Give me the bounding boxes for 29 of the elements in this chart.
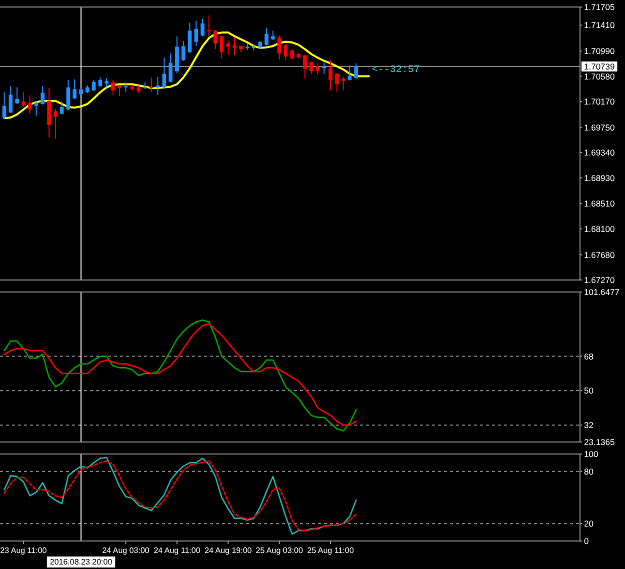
x-tick-label: 24 Aug 11:00 — [154, 546, 201, 555]
y-tick-label: 80 — [584, 466, 594, 476]
y-tick-label: 1.67270 — [584, 275, 615, 285]
y-tick-label: 1.69750 — [584, 122, 615, 132]
x-tick-label: 24 Aug 19:00 — [204, 546, 252, 555]
y-tick-label: 0 — [584, 536, 589, 546]
y-tick-label: 23.1365 — [584, 437, 615, 447]
y-tick-label: 1.71705 — [584, 2, 615, 12]
y-tick-label: 1.68510 — [584, 198, 615, 209]
x-tick-label: 24 Aug 03:00 — [102, 546, 150, 555]
y-tick-label: 1.70170 — [584, 96, 615, 106]
x-tick-label: 25 Aug 11:00 — [307, 546, 354, 555]
x-tick-label: 23 Aug 11:00 — [0, 546, 48, 555]
y-tick-label: 68 — [584, 351, 594, 362]
y-tick-label: 50 — [584, 386, 594, 396]
y-tick-label: 1.70990 — [584, 46, 615, 56]
y-tick-label: 101.6477 — [584, 287, 620, 297]
x-tick-label: 25 Aug 03:00 — [256, 546, 304, 555]
annotation: <--32:57 — [372, 65, 420, 76]
y-tick-label: 1.68930 — [584, 172, 615, 183]
y-tick-label: 1.71410 — [584, 20, 615, 30]
y-tick-label: 1.69340 — [584, 148, 615, 158]
y-tick-label: 1.67680 — [584, 250, 615, 260]
y-tick-label: 1.68100 — [584, 224, 615, 234]
y-tick-label: 100 — [584, 449, 598, 459]
ref-line-label: 2016.08.23 20:00 — [50, 558, 113, 566]
y-tick-label: 32 — [584, 420, 594, 430]
y-tick-label: 1.70580 — [584, 71, 615, 82]
y-tick-label: 20 — [584, 518, 594, 529]
